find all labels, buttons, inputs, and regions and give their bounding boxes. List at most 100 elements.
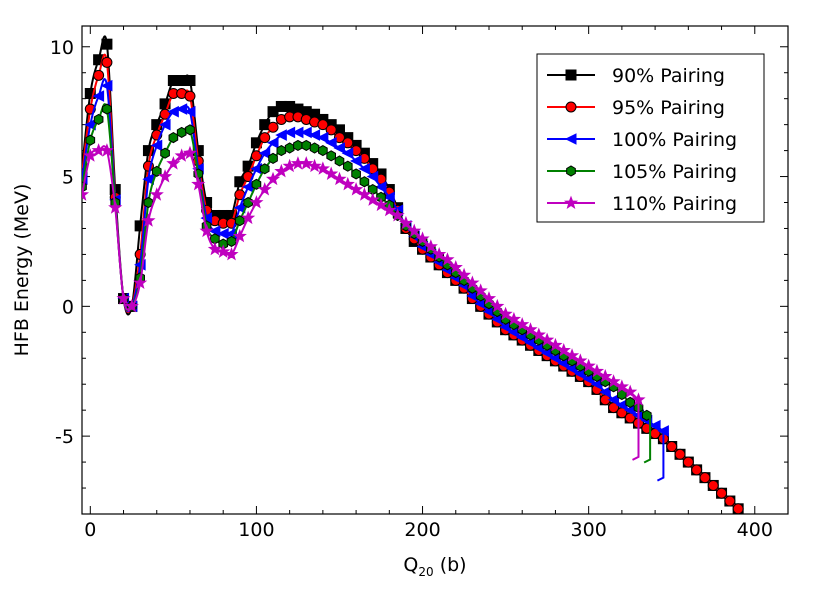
axis-tick-labels: 0 100 200 300 400 -5 0 5 10: [50, 37, 773, 541]
terminal-drop: [656, 430, 665, 482]
data-point: [342, 137, 354, 149]
data-point: [498, 306, 513, 321]
x-tick-label: 300: [571, 519, 607, 541]
data-point: [85, 134, 96, 146]
data-point: [266, 136, 279, 149]
data-point: [157, 169, 173, 183]
data-point: [473, 283, 488, 297]
data-point: [282, 158, 297, 173]
data-point: [324, 166, 339, 180]
legend-label: 100% Pairing: [612, 129, 737, 151]
data-point: [358, 162, 370, 175]
data-point: [707, 479, 719, 491]
legend-swatch-marker: [565, 69, 577, 81]
data-point: [440, 252, 455, 266]
data-point: [101, 56, 113, 68]
data-point: [481, 291, 497, 305]
data-point: [699, 472, 711, 484]
data-point: [614, 379, 629, 393]
data-point: [93, 69, 105, 81]
data-point: [325, 124, 337, 136]
data-point: [523, 322, 538, 336]
axis-ticks: [82, 26, 789, 515]
data-point: [465, 275, 480, 289]
data-point: [142, 145, 154, 157]
data-point: [365, 192, 380, 206]
legend-label: 95% Pairing: [612, 97, 725, 119]
data-point: [284, 142, 295, 154]
data-point: [182, 145, 198, 160]
data-point: [108, 200, 123, 214]
data-point: [398, 215, 413, 230]
data-point: [116, 291, 131, 305]
data-point: [299, 156, 314, 170]
data-point: [515, 317, 530, 331]
terminal-drop: [643, 414, 652, 464]
data-point: [540, 332, 555, 347]
data-point: [301, 139, 312, 151]
y-axis-title: HFB Energy (MeV): [11, 184, 33, 357]
data-point: [101, 38, 113, 50]
data-point: [183, 105, 196, 118]
x-tick-label: 0: [84, 519, 96, 541]
data-point: [373, 197, 389, 212]
data-point: [351, 168, 361, 180]
data-point: [93, 113, 104, 126]
data-point: [666, 441, 678, 453]
data-point: [382, 202, 397, 217]
series-layer: [82, 35, 744, 514]
data-point: [342, 160, 353, 172]
y-tick-label: 5: [62, 167, 74, 189]
data-point: [307, 158, 322, 173]
data-point: [548, 337, 563, 352]
y-tick-label: 0: [62, 296, 74, 318]
data-point: [556, 343, 571, 357]
data-point: [257, 182, 272, 196]
data-point: [102, 103, 112, 115]
data-point: [232, 228, 247, 243]
data-point: [224, 246, 239, 261]
data-point: [340, 176, 355, 191]
data-point: [184, 75, 196, 87]
data-point: [606, 374, 621, 388]
x-axis-title-main: Q: [403, 554, 418, 576]
data-point: [374, 181, 387, 193]
data-point: [168, 132, 179, 144]
series-110-pairing: [82, 143, 646, 406]
data-point: [341, 147, 354, 160]
data-point: [258, 147, 271, 160]
data-point: [176, 126, 187, 139]
data-point: [243, 196, 253, 209]
data-point: [174, 148, 189, 162]
data-point: [432, 246, 447, 261]
data-point: [99, 143, 114, 157]
data-point: [623, 384, 638, 399]
data-point: [357, 187, 372, 201]
data-point: [184, 90, 196, 102]
data-point: [457, 267, 472, 282]
legend-label: 105% Pairing: [612, 161, 737, 183]
data-point: [293, 139, 303, 151]
legend-swatch-marker: [565, 101, 577, 113]
x-axis-title-unit: (b): [434, 554, 467, 576]
legend-item: 110% Pairing: [547, 193, 737, 215]
legend-swatch-marker: [566, 165, 576, 177]
data-point: [598, 368, 613, 383]
data-point: [276, 145, 287, 157]
data-point: [241, 210, 256, 225]
data-point: [531, 327, 546, 341]
data-point: [581, 358, 596, 373]
data-point: [333, 132, 345, 144]
data-point: [318, 145, 328, 157]
data-point: [83, 148, 98, 162]
data-point: [325, 136, 337, 149]
data-point: [133, 275, 148, 289]
x-tick-label: 400: [737, 519, 773, 541]
data-point: [334, 155, 345, 167]
y-tick-label: 10: [50, 37, 74, 59]
data-point: [648, 419, 661, 432]
data-point: [158, 118, 171, 131]
x-axis-title: Q20 (b): [403, 554, 466, 579]
plot-area-frame: [81, 25, 789, 515]
data-point: [249, 195, 264, 209]
